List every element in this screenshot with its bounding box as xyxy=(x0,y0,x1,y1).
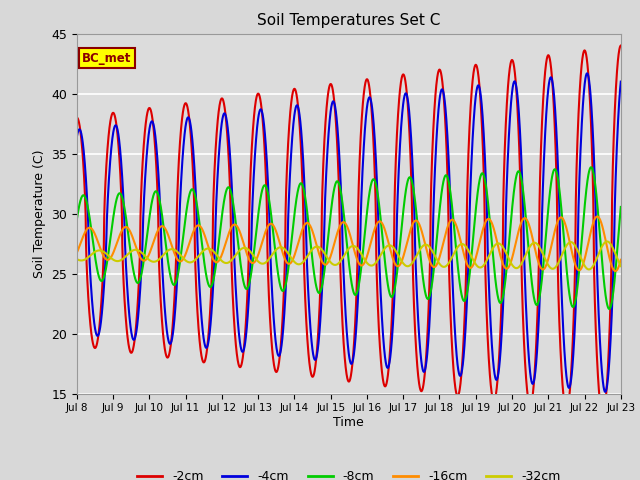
Line: -8cm: -8cm xyxy=(77,167,621,309)
-4cm xyxy=(602,389,609,395)
-4cm xyxy=(135,305,143,311)
-16cm xyxy=(593,214,601,219)
-16cm xyxy=(611,268,619,274)
Line: -4cm: -4cm xyxy=(77,73,621,392)
-32cm xyxy=(617,263,625,269)
-4cm xyxy=(583,71,591,76)
Line: -16cm: -16cm xyxy=(77,216,621,271)
-16cm xyxy=(548,242,556,248)
-32cm xyxy=(603,239,611,244)
-4cm xyxy=(617,79,625,84)
-4cm xyxy=(282,292,289,298)
-32cm xyxy=(282,247,289,253)
-8cm xyxy=(617,204,625,210)
-32cm xyxy=(585,266,593,272)
-16cm xyxy=(135,252,143,257)
-16cm xyxy=(617,257,625,263)
Y-axis label: Soil Temperature (C): Soil Temperature (C) xyxy=(33,149,45,278)
-32cm xyxy=(548,265,556,271)
Text: BC_met: BC_met xyxy=(82,51,132,65)
-16cm xyxy=(282,257,289,263)
-8cm xyxy=(167,276,175,282)
-4cm xyxy=(167,339,175,345)
-4cm xyxy=(548,75,556,81)
-16cm xyxy=(167,241,175,247)
-2cm xyxy=(167,339,175,345)
Title: Soil Temperatures Set C: Soil Temperatures Set C xyxy=(257,13,440,28)
-8cm xyxy=(605,306,613,312)
-8cm xyxy=(607,304,614,310)
-32cm xyxy=(305,251,313,257)
-16cm xyxy=(73,250,81,256)
-32cm xyxy=(73,256,81,262)
-2cm xyxy=(73,115,81,120)
-8cm xyxy=(588,164,595,170)
-8cm xyxy=(305,225,313,231)
-32cm xyxy=(607,241,614,247)
Line: -32cm: -32cm xyxy=(77,241,621,269)
-2cm xyxy=(282,220,289,226)
-8cm xyxy=(282,283,289,288)
-2cm xyxy=(607,306,614,312)
-8cm xyxy=(135,279,143,285)
-16cm xyxy=(607,258,614,264)
-2cm xyxy=(305,356,313,362)
-4cm xyxy=(73,134,81,140)
Legend: -2cm, -4cm, -8cm, -16cm, -32cm: -2cm, -4cm, -8cm, -16cm, -32cm xyxy=(132,465,566,480)
Line: -2cm: -2cm xyxy=(77,46,621,415)
-32cm xyxy=(167,246,175,252)
-8cm xyxy=(73,217,81,223)
-32cm xyxy=(135,248,143,253)
-16cm xyxy=(305,221,313,227)
-2cm xyxy=(135,279,143,285)
-2cm xyxy=(548,70,556,75)
X-axis label: Time: Time xyxy=(333,416,364,429)
-2cm xyxy=(599,412,607,418)
-2cm xyxy=(617,43,625,48)
-4cm xyxy=(305,303,313,309)
-8cm xyxy=(548,177,556,183)
-4cm xyxy=(607,339,614,345)
